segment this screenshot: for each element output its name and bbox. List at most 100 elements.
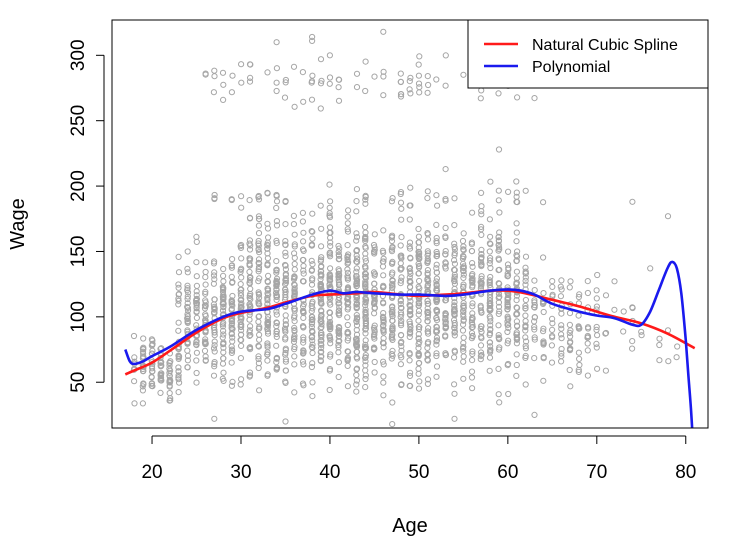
data-point [389, 317, 396, 324]
x-tick-label: 60 [497, 462, 518, 483]
data-point [184, 364, 191, 371]
data-point [265, 272, 272, 279]
data-point [300, 308, 307, 315]
legend-box [467, 19, 709, 89]
data-point [397, 320, 405, 327]
data-point [229, 256, 236, 263]
data-point [416, 338, 423, 345]
data-point [362, 384, 369, 391]
data-point [282, 286, 289, 293]
data-point [406, 216, 413, 223]
data-point [228, 346, 236, 353]
data-point [238, 376, 245, 383]
data-point [389, 269, 396, 276]
data-point [442, 52, 449, 59]
data-point [246, 246, 254, 253]
data-point [407, 382, 414, 390]
data-point [593, 344, 600, 351]
data-point [424, 231, 431, 238]
data-point [273, 308, 280, 315]
data-point [566, 339, 574, 346]
data-point [327, 340, 334, 347]
data-point [513, 372, 520, 379]
data-point [308, 363, 315, 371]
data-point [336, 268, 343, 275]
data-point [228, 262, 236, 269]
data-point [566, 321, 574, 328]
data-point [308, 323, 315, 330]
data-point [336, 76, 343, 83]
data-point [415, 72, 422, 79]
data-point [219, 360, 227, 367]
data-point [326, 80, 333, 87]
data-point [522, 264, 529, 271]
data-point [389, 421, 396, 428]
data-point [522, 318, 529, 325]
data-point [433, 269, 440, 276]
data-point [166, 359, 173, 366]
data-point [167, 377, 174, 384]
data-point [442, 82, 449, 89]
data-point [397, 199, 405, 206]
data-point [317, 300, 325, 307]
data-point [193, 273, 200, 280]
data-point [531, 277, 538, 284]
data-point [309, 360, 316, 367]
data-point [424, 352, 431, 359]
data-point [299, 209, 306, 216]
data-point [406, 86, 413, 93]
data-point [335, 349, 342, 356]
data-point [558, 277, 565, 284]
data-point [486, 216, 493, 223]
data-point [327, 265, 334, 272]
data-point [424, 252, 431, 259]
data-point [228, 273, 235, 280]
data-point [336, 255, 343, 262]
data-point [416, 378, 423, 385]
data-point [238, 274, 245, 281]
data-point [433, 328, 441, 335]
data-point [433, 234, 440, 242]
data-point [237, 355, 244, 362]
data-point [415, 225, 422, 233]
data-point [478, 352, 485, 359]
data-point [238, 342, 245, 349]
data-point [264, 242, 271, 249]
data-point [210, 89, 217, 96]
data-point [166, 369, 173, 376]
data-point [477, 325, 484, 332]
data-point [309, 349, 316, 357]
data-point [522, 324, 529, 331]
data-point [353, 377, 360, 384]
data-point [389, 399, 396, 406]
data-point [424, 267, 431, 274]
data-point [184, 269, 191, 276]
data-point [238, 79, 245, 86]
data-point [398, 311, 405, 318]
data-point [202, 288, 209, 295]
data-point [246, 215, 254, 222]
data-point [256, 331, 263, 338]
y-axis: 50 100 150 200 250 300 [68, 39, 105, 393]
data-point [389, 195, 396, 202]
data-point [299, 69, 306, 76]
data-point [575, 312, 582, 319]
data-point [353, 208, 360, 215]
data-point [433, 350, 440, 357]
data-point [229, 338, 236, 345]
data-point [255, 196, 263, 203]
data-point [299, 246, 307, 253]
data-point [202, 329, 209, 336]
data-point [656, 341, 663, 349]
data-point [318, 77, 325, 84]
data-point [495, 197, 502, 204]
y-tick-label: 300 [68, 39, 89, 71]
data-point [620, 308, 627, 315]
data-point [255, 342, 262, 349]
x-tick-label: 20 [141, 462, 162, 483]
data-point [228, 316, 235, 323]
data-point [344, 296, 351, 303]
data-point [460, 71, 467, 78]
data-point [397, 361, 404, 368]
data-point [540, 199, 547, 206]
